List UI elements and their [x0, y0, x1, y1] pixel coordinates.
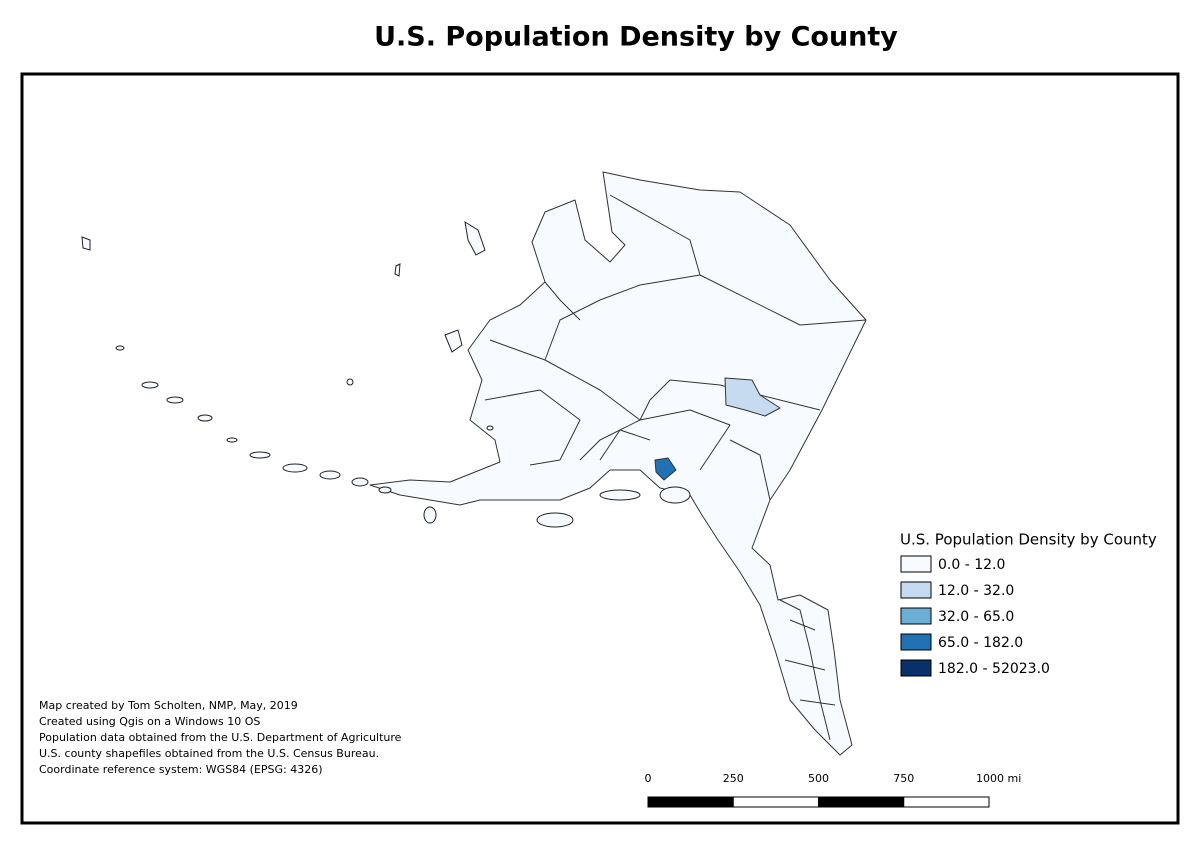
map-title: U.S. Population Density by County — [374, 22, 898, 53]
mainland — [369, 171, 867, 756]
scale-segment — [818, 796, 905, 808]
credits: Map created by Tom Scholten, NMP, May, 2… — [39, 699, 402, 776]
scale-segment — [732, 796, 819, 808]
legend-label: 0.0 - 12.0 — [938, 557, 1005, 573]
legend-swatch — [900, 581, 932, 599]
scale-label: 250 — [723, 772, 744, 785]
credit-line: Created using Qgis on a Windows 10 OS — [39, 715, 260, 728]
legend-swatch — [900, 633, 932, 651]
anchorage-county — [654, 457, 677, 481]
credit-line: Coordinate reference system: WGS84 (EPSG… — [39, 763, 323, 776]
county-borders — [484, 194, 867, 741]
scale-label: 500 — [808, 772, 829, 785]
scale-label: 0 — [645, 772, 652, 785]
legend-swatch — [900, 607, 932, 625]
legend-label: 182.0 - 52023.0 — [938, 661, 1050, 677]
legend-label: 32.0 - 65.0 — [938, 609, 1014, 625]
scale-label: 1000 mi — [976, 772, 1021, 785]
credit-line: Map created by Tom Scholten, NMP, May, 2… — [39, 699, 298, 712]
scale-bar: 0 250 500 750 1000 mi — [645, 772, 1021, 808]
legend: 0.0 - 12.0 12.0 - 32.0 32.0 - 65.0 65.0 - 1… — [900, 555, 1050, 677]
fairbanks-county — [724, 377, 781, 417]
alaska — [81, 171, 867, 756]
scale-segment — [647, 796, 734, 808]
credit-line: U.S. county shapefiles obtained from the… — [39, 747, 379, 760]
legend-swatch — [900, 659, 932, 677]
scale-label: 750 — [893, 772, 914, 785]
legend-label: 12.0 - 32.0 — [938, 583, 1014, 599]
map-frame — [20, 72, 1180, 825]
legend-swatch — [900, 555, 932, 573]
legend-title: U.S. Population Density by County — [900, 531, 1157, 549]
legend-label: 65.0 - 182.0 — [938, 635, 1023, 651]
credit-line: Population data obtained from the U.S. D… — [39, 731, 402, 744]
scale-segment — [903, 796, 990, 808]
islands — [81, 220, 691, 528]
